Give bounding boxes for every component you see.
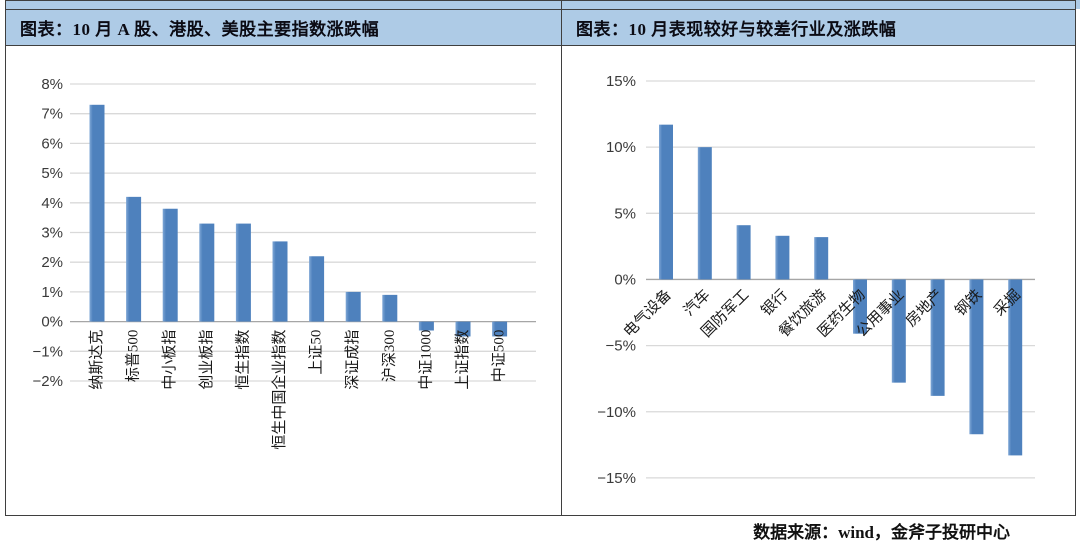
y-tick-label: 8%: [41, 76, 63, 93]
y-tick-label: 3%: [41, 225, 63, 242]
y-tick-label: −10%: [597, 404, 636, 421]
y-tick-label: 10%: [606, 139, 636, 156]
bar: [775, 235, 790, 280]
bar: [930, 279, 945, 396]
bar: [853, 279, 867, 334]
y-tick-label: −5%: [606, 338, 636, 355]
y-tick-label: 0%: [614, 271, 636, 288]
bar: [492, 321, 508, 337]
y-tick-label: 2%: [41, 254, 63, 271]
y-tick-label: 7%: [41, 106, 63, 123]
category-label: 创业板指: [197, 330, 215, 390]
bar: [89, 104, 105, 322]
left-panel-title: 图表：10 月 A 股、港股、美股主要指数涨跌幅: [20, 20, 380, 39]
bar: [199, 223, 215, 322]
y-tick-label: 4%: [41, 195, 63, 212]
table-top-strip-left: [6, 1, 561, 10]
bar: [1008, 279, 1023, 456]
table-top-strip-right: [561, 1, 1075, 10]
category-label: 纳斯达克: [88, 330, 105, 390]
category-label: 中证1000: [417, 330, 434, 390]
bar: [814, 237, 829, 280]
bar: [891, 279, 906, 383]
category-label: 中小板指: [160, 330, 178, 390]
left-panel-header: 图表：10 月 A 股、港股、美股主要指数涨跌幅: [6, 10, 561, 46]
index-bar-chart: 8% 7% 6% 5% 4% 3% 2% 1% 0% −1% −2% 纳斯达克 标普500 中小板指 创业板…: [33, 76, 536, 450]
table-top-strip-extension: [1076, 0, 1080, 9]
y-tick-label: 6%: [41, 135, 63, 152]
data-source-note: 数据来源：wind，金斧子投研中心: [753, 523, 1010, 542]
category-label: 上证50: [308, 330, 325, 375]
y-tick-label: 15%: [606, 73, 636, 90]
y-tick-label: 5%: [41, 165, 63, 182]
category-label: 沪深300: [381, 330, 398, 383]
bar: [418, 321, 434, 331]
bar: [455, 321, 471, 337]
category-label: 标普500: [125, 330, 142, 383]
category-label: 恒生指数: [234, 330, 251, 390]
bar: [697, 147, 712, 280]
category-label: 深证成指: [344, 330, 361, 390]
y-tick-label: −15%: [597, 470, 636, 487]
category-label: 中证500: [491, 330, 508, 383]
bar: [345, 291, 361, 322]
bar: [309, 256, 325, 322]
bar: [969, 279, 984, 435]
bar: [235, 223, 251, 322]
y-tick-label: −2%: [33, 373, 63, 390]
category-label: 银行: [758, 286, 791, 319]
bar: [126, 196, 142, 322]
right-panel-body: 15% 10% 5% 0% −5% −10% −15% 电气设备 汽车 国防军工 银行 餐饮旅游 医药生…: [561, 46, 1075, 515]
bar: [382, 294, 398, 322]
category-label: 上证指数: [454, 330, 471, 390]
chart-table: 图表：10 月 A 股、港股、美股主要指数涨跌幅 图表：10 月表现较好与较差行…: [5, 0, 1076, 516]
bar: [162, 208, 178, 322]
y-tick-label: 0%: [41, 314, 63, 331]
category-label: 电气设备: [620, 286, 674, 340]
right-panel-title: 图表：10 月表现较好与较差行业及涨跌幅: [576, 20, 897, 39]
y-tick-label: 5%: [614, 205, 636, 222]
category-label: 恒生中国企业指数: [270, 330, 288, 450]
category-label: 汽车: [680, 286, 713, 319]
y-tick-label: −1%: [33, 343, 63, 360]
left-panel-body: 8% 7% 6% 5% 4% 3% 2% 1% 0% −1% −2% 纳斯达克 标普500 中小板指 创业板…: [6, 46, 561, 515]
bar: [736, 225, 751, 280]
bar: [659, 124, 673, 280]
right-panel-header: 图表：10 月表现较好与较差行业及涨跌幅: [561, 10, 1075, 46]
y-tick-label: 1%: [41, 284, 63, 301]
bar: [272, 241, 288, 322]
